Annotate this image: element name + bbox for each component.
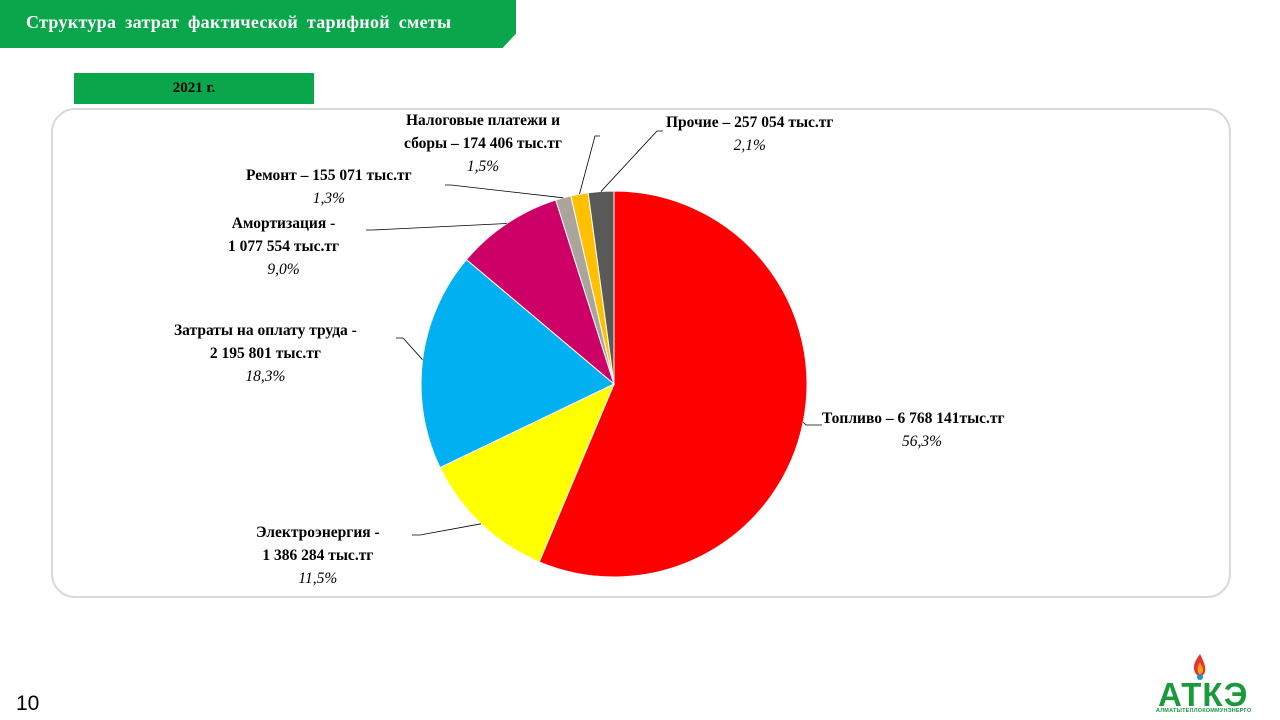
label-fuel-title: Топливо – 6 768 141тыс.тг	[822, 410, 1005, 427]
leader-line-taxes	[579, 135, 600, 195]
leader-line-fuel	[802, 421, 822, 426]
label-amortization-title: Амортизация -	[231, 215, 336, 232]
leader-line-amortization	[366, 223, 507, 231]
page-title: Структура затрат фактической тарифной см…	[26, 12, 452, 32]
logo-subtitle: АЛМАТЫТЕПЛОКОММУНЭНЕРГО	[1156, 708, 1252, 714]
label-other-title: Прочие – 257 054 тыс.тг	[666, 114, 834, 131]
leader-line-other	[600, 130, 663, 192]
chart-frame	[51, 108, 1231, 598]
pie-slice-fuel	[538, 190, 808, 578]
leader-line-labor	[396, 337, 423, 360]
page-number: 10	[16, 692, 40, 715]
label-labor-percent: 18,3%	[245, 368, 286, 385]
title-banner	[0, 0, 516, 48]
label-other: Прочие – 257 054 тыс.тг 2,1%	[666, 111, 833, 157]
pie-slice-labor	[420, 258, 615, 469]
logo-name: АТКЭ	[1158, 676, 1249, 713]
label-amortization: Амортизация - 1 077 554 тыс.тг 9,0%	[228, 212, 339, 281]
label-repair-percent: 1,3%	[312, 190, 345, 207]
label-taxes-value: сборы – 174 406 тыс.тг	[404, 135, 562, 152]
label-electricity-value: 1 386 284 тыс.тг	[262, 547, 374, 564]
label-labor: Затраты на оплату труда - 2 195 801 тыс.…	[174, 319, 357, 388]
label-fuel-percent: 56,3%	[902, 433, 943, 450]
label-taxes-percent: 1,5%	[466, 158, 500, 175]
label-labor-title: Затраты на оплату труда -	[174, 322, 357, 339]
label-labor-value: 2 195 801 тыс.тг	[209, 345, 321, 362]
label-amortization-value: 1 077 554 тыс.тг	[228, 238, 339, 255]
label-fuel: Топливо – 6 768 141тыс.тг 56,3%	[822, 407, 1005, 453]
label-electricity-title: Электроэнергия -	[256, 524, 380, 541]
label-electricity: Электроэнергия - 1 386 284 тыс.тг 11,5%	[256, 521, 380, 590]
leader-line-electricity	[412, 523, 482, 536]
leader-line-repair	[445, 184, 564, 199]
label-amortization-percent: 9,0%	[267, 261, 300, 278]
label-repair-title: Ремонт – 155 071 тыс.тг	[246, 167, 412, 184]
pie-slice-electricity	[439, 382, 615, 563]
label-taxes-title: Налоговые платежи и	[405, 112, 561, 129]
label-other-percent: 2,1%	[733, 137, 766, 154]
flame-icon	[1193, 654, 1206, 680]
label-repair: Ремонт – 155 071 тыс.тг 1,3%	[246, 164, 412, 210]
company-logo: АТКЭ АЛМАТЫТЕПЛОКОММУНЭНЕРГО	[1150, 650, 1276, 716]
year-badge: 2021 г.	[74, 73, 314, 104]
label-electricity-percent: 11,5%	[298, 570, 338, 587]
label-taxes: Налоговые платежи и сборы – 174 406 тыс.…	[404, 109, 562, 178]
year-label: 2021 г.	[172, 80, 216, 96]
